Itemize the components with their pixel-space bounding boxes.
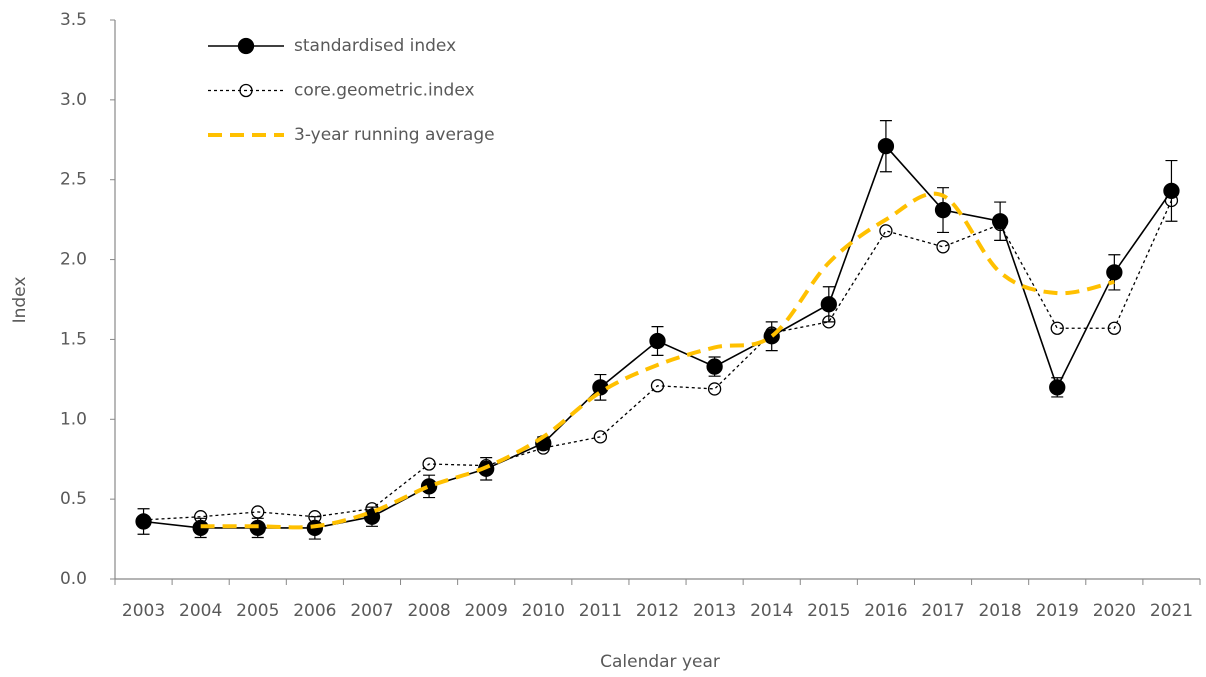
data-point	[993, 217, 1007, 232]
legend-label: standardised index	[294, 36, 456, 56]
x-tick-label: 2004	[179, 601, 222, 621]
data-point	[420, 478, 438, 495]
y-tick-label: 0.5	[60, 489, 87, 509]
data-point	[706, 358, 723, 375]
y-tick-label: 3.0	[60, 90, 87, 110]
data-point	[879, 224, 893, 238]
x-tick-label: 2005	[236, 601, 279, 621]
x-tick-label: 2018	[978, 601, 1021, 621]
x-tick-label: 2009	[465, 601, 508, 621]
data-point	[593, 430, 608, 444]
x-tick-label: 2013	[693, 601, 736, 621]
data-point	[707, 382, 722, 396]
legend-marker	[239, 83, 253, 98]
x-axis-title: Calendar year	[600, 652, 720, 672]
data-point	[1049, 379, 1066, 396]
x-tick-label: 2019	[1036, 601, 1079, 621]
y-tick-label: 3.5	[60, 10, 87, 30]
data-point	[422, 457, 436, 471]
data-point	[650, 379, 665, 393]
data-point	[1163, 182, 1180, 200]
x-tick-label: 2007	[350, 601, 393, 621]
data-point	[1106, 264, 1123, 281]
y-axis-title: Index	[10, 277, 30, 324]
data-point	[479, 458, 493, 473]
x-tick-label: 2011	[579, 601, 622, 621]
data-point	[822, 315, 836, 329]
x-tick-label: 2017	[921, 601, 964, 621]
data-point	[308, 510, 322, 524]
x-tick-label: 2012	[636, 601, 679, 621]
data-point	[991, 213, 1009, 230]
data-point	[1107, 321, 1121, 335]
x-tick-label: 2010	[522, 601, 565, 621]
x-tick-label: 2003	[122, 601, 165, 621]
legend-marker	[237, 37, 255, 55]
data-point	[194, 510, 208, 524]
x-tick-label: 2006	[293, 601, 336, 621]
data-point	[877, 138, 895, 155]
y-tick-label: 2.0	[60, 250, 87, 270]
legend-label: 3-year running average	[294, 125, 495, 145]
data-point	[251, 505, 265, 519]
data-point	[820, 296, 837, 313]
y-tick-label: 2.5	[60, 170, 87, 190]
data-point	[1164, 193, 1179, 208]
data-point	[1050, 321, 1064, 335]
y-tick-label: 0.0	[60, 569, 87, 589]
x-tick-label: 2016	[864, 601, 907, 621]
x-tick-label: 2020	[1093, 601, 1136, 621]
x-tick-label: 2021	[1150, 601, 1193, 621]
y-tick-label: 1.5	[60, 329, 87, 349]
data-point	[536, 441, 550, 455]
x-tick-label: 2008	[407, 601, 450, 621]
series-line	[200, 191, 1115, 530]
data-point	[936, 240, 950, 254]
x-tick-label: 2015	[807, 601, 850, 621]
series-line	[143, 200, 1173, 521]
data-point	[649, 332, 666, 350]
legend-label: core.geometric.index	[294, 81, 475, 101]
y-tick-label: 1.0	[60, 409, 87, 429]
x-tick-label: 2014	[750, 601, 793, 621]
data-point	[934, 201, 952, 219]
data-point	[136, 513, 151, 527]
